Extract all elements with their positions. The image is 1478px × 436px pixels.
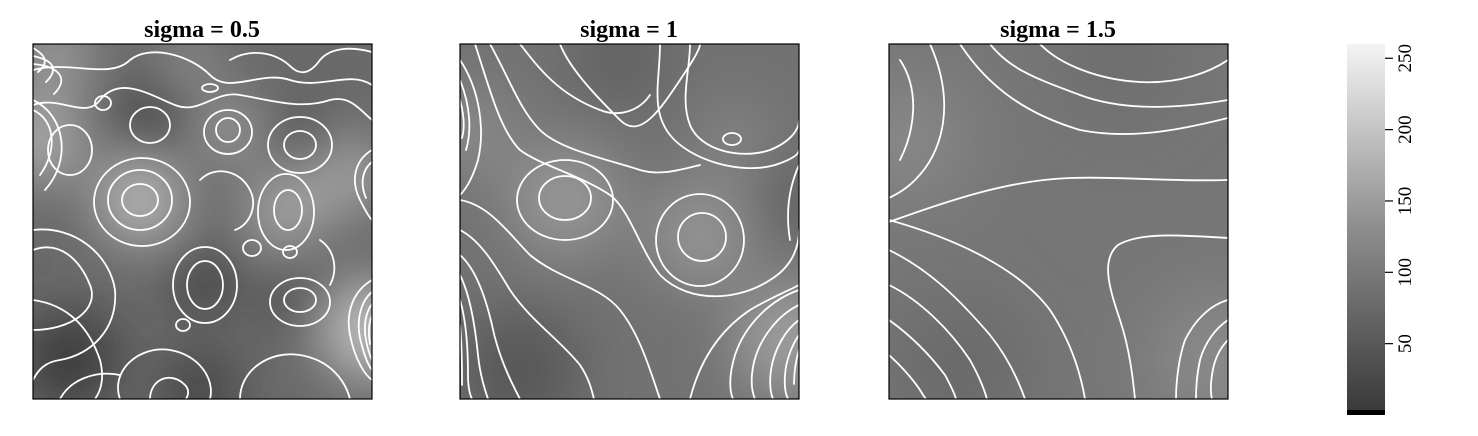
contours-1 — [33, 47, 372, 399]
colorbar-tick-label: 200 — [1395, 115, 1416, 144]
panel-3: sigma = 1.5 — [888, 17, 1229, 400]
colorbar: 50 100 150 200 250 — [1347, 44, 1416, 415]
panel-title-2: sigma = 1 — [580, 17, 678, 43]
colorbar-tick-label: 50 — [1395, 334, 1416, 353]
colorbar-tick-label: 100 — [1395, 258, 1416, 287]
colorbar-gradient — [1347, 44, 1385, 410]
heatmap-2 — [460, 44, 799, 399]
panel-2: sigma = 1 — [459, 17, 800, 400]
colorbar-tick-label: 250 — [1395, 44, 1416, 72]
panel-title-1: sigma = 0.5 — [144, 17, 260, 43]
panel-1: sigma = 0.5 — [32, 17, 373, 400]
contours-2 — [460, 44, 799, 399]
heatmap-3 — [889, 44, 1228, 399]
colorbar-tick-label: 150 — [1395, 187, 1416, 216]
colorbar-low-band — [1347, 410, 1385, 415]
heatmap-1 — [33, 44, 372, 399]
panel-title-3: sigma = 1.5 — [1000, 17, 1116, 43]
contours-3 — [889, 44, 1228, 399]
colorbar-ticks: 50 100 150 200 250 — [1385, 44, 1416, 353]
